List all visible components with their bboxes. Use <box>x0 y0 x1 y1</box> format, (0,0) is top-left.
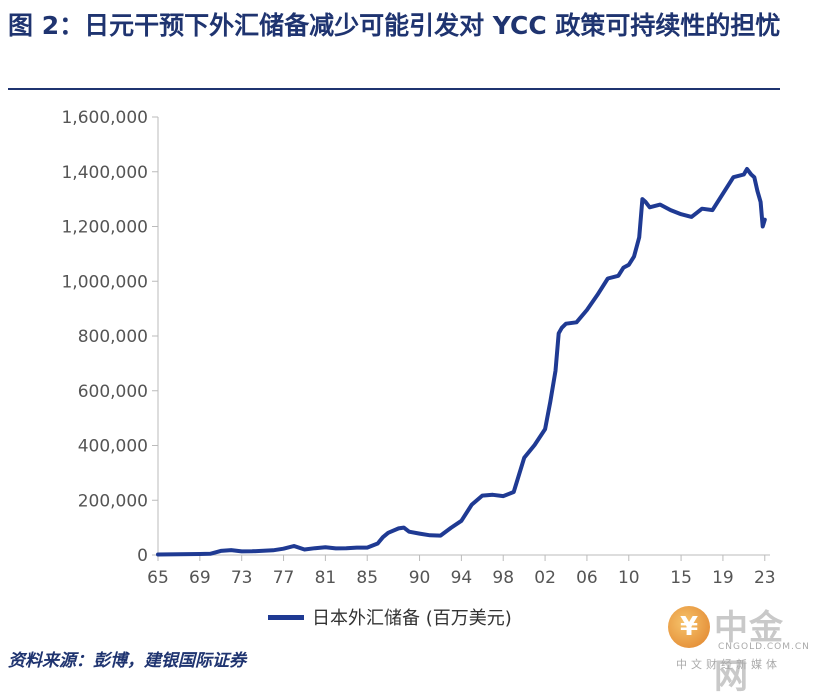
y-tick-labels: 0 200,000 400,000 600,000 800,000 1,000,000 1,… <box>61 108 158 566</box>
y-tick-label: 600,000 <box>78 382 148 402</box>
x-tick-label: 94 <box>451 568 473 588</box>
series-line-0 <box>156 167 767 557</box>
source-note: 资料来源：彭博，建银国际证券 <box>8 651 246 671</box>
x-tick-labels: 65 69 73 77 81 85 90 94 98 02 06 10 15 19 23 <box>147 555 776 588</box>
logo-mark-icon: ¥ <box>668 606 710 648</box>
y-tick-label: 200,000 <box>78 491 148 511</box>
y-tick-label: 1,200,000 <box>61 218 148 238</box>
x-tick-label: 15 <box>670 568 692 588</box>
chart-title: 图 2：日元干预下外汇储备减少可能引发对 YCC 政策可持续性的担忧 <box>8 11 781 40</box>
logo-domain: CNGOLD.COM.CN <box>718 642 810 652</box>
x-tick-label: 90 <box>409 568 431 588</box>
x-tick-label: 77 <box>273 568 295 588</box>
line-chart: 0 200,000 400,000 600,000 800,000 1,000,000 1,… <box>61 108 776 588</box>
y-tick-label: 1,400,000 <box>61 163 148 183</box>
y-tick-label: 1,000,000 <box>61 272 148 292</box>
x-tick-label: 81 <box>315 568 337 588</box>
watermark-logo: ¥ 中金网 CNGOLD.COM.CN 中文财经新媒体 <box>668 600 818 697</box>
x-tick-label: 69 <box>189 568 211 588</box>
x-tick-label: 85 <box>356 568 378 588</box>
chart-axes <box>157 117 770 556</box>
x-tick-label: 98 <box>492 568 514 588</box>
y-tick-label: 1,600,000 <box>61 108 148 128</box>
logo-tagline: 中文财经新媒体 <box>676 658 781 671</box>
x-tick-label: 23 <box>754 568 776 588</box>
x-tick-label: 73 <box>231 568 253 588</box>
y-tick-label: 0 <box>137 546 148 566</box>
series-layer <box>156 167 767 557</box>
title-divider <box>8 88 780 90</box>
chart-legend: 日本外汇储备 (百万美元) <box>268 604 512 630</box>
x-tick-label: 65 <box>147 568 169 588</box>
x-tick-label: 02 <box>534 568 556 588</box>
x-tick-label: 10 <box>618 568 640 588</box>
x-tick-label: 06 <box>576 568 598 588</box>
legend-swatch <box>268 614 304 620</box>
x-tick-label: 19 <box>712 568 734 588</box>
y-tick-label: 400,000 <box>78 437 148 457</box>
legend-label: 日本外汇储备 (百万美元) <box>312 608 512 629</box>
logo-brand: 中金网 <box>714 608 784 697</box>
y-tick-label: 800,000 <box>78 327 148 347</box>
